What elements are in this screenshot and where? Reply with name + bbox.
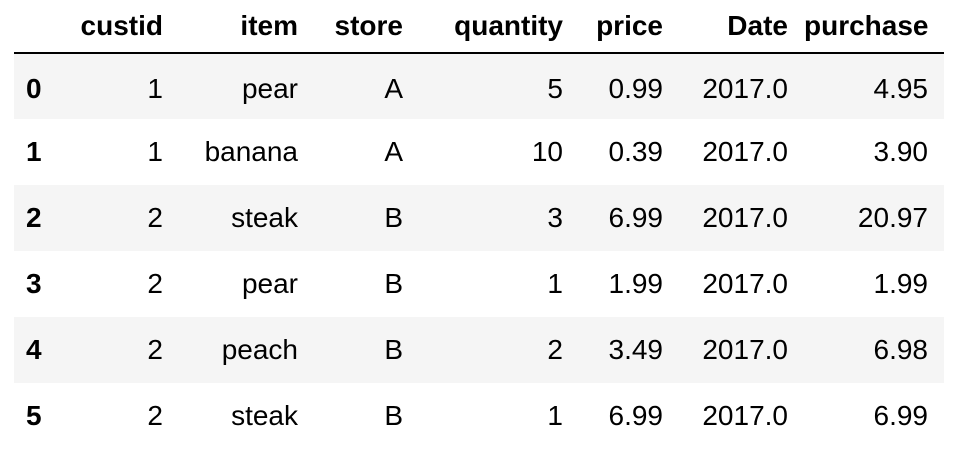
cell-price: 1.99 (608, 268, 664, 299)
cell-purchase: 3.90 (873, 136, 929, 167)
cell-custid: 2 (147, 334, 163, 365)
table-row: 0 1 pear A 5 0.99 2017.0 4.95 (14, 53, 944, 119)
column-header-item: item (179, 0, 314, 54)
table-body: 0 1 pear A 5 0.99 2017.0 4.95 1 1 banana… (14, 53, 944, 449)
cell-price: 3.49 (608, 334, 664, 365)
table-header: custid item store quantity price Date pu… (14, 0, 944, 54)
cell-quantity: 3 (547, 202, 563, 233)
cell-date: 2017.0 (702, 202, 788, 233)
cell-quantity: 1 (547, 400, 563, 431)
cell-custid: 2 (147, 268, 163, 299)
cell-item: peach (221, 334, 298, 365)
cell-price: 6.99 (608, 400, 664, 431)
row-index: 2 (26, 202, 42, 233)
table-row: 4 2 peach B 2 3.49 2017.0 6.98 (14, 317, 944, 383)
column-header-store: store (314, 0, 419, 54)
row-index: 3 (26, 268, 42, 299)
cell-price: 6.99 (608, 202, 664, 233)
cell-purchase: 1.99 (873, 268, 929, 299)
header-row: custid item store quantity price Date pu… (14, 0, 944, 54)
cell-store: A (384, 136, 403, 167)
row-index: 1 (26, 136, 42, 167)
cell-quantity: 1 (547, 268, 563, 299)
cell-quantity: 5 (547, 73, 563, 104)
dataframe-table: custid item store quantity price Date pu… (14, 0, 944, 449)
cell-item: banana (204, 136, 298, 167)
cell-purchase: 20.97 (857, 202, 928, 233)
cell-date: 2017.0 (702, 400, 788, 431)
table-row: 2 2 steak B 3 6.99 2017.0 20.97 (14, 185, 944, 251)
cell-custid: 1 (147, 136, 163, 167)
cell-date: 2017.0 (702, 136, 788, 167)
cell-quantity: 2 (547, 334, 563, 365)
table-row: 1 1 banana A 10 0.39 2017.0 3.90 (14, 119, 944, 185)
cell-purchase: 6.99 (873, 400, 929, 431)
cell-store: B (384, 202, 403, 233)
cell-date: 2017.0 (702, 73, 788, 104)
cell-price: 0.99 (608, 73, 664, 104)
cell-store: B (384, 400, 403, 431)
row-index: 4 (26, 334, 42, 365)
cell-custid: 2 (147, 400, 163, 431)
row-index: 0 (26, 73, 42, 104)
cell-store: B (384, 268, 403, 299)
cell-store: A (384, 73, 403, 104)
cell-purchase: 6.98 (873, 334, 929, 365)
dataframe-output: custid item store quantity price Date pu… (14, 0, 944, 449)
column-header-date: Date (679, 0, 804, 54)
cell-quantity: 10 (531, 136, 563, 167)
cell-date: 2017.0 (702, 334, 788, 365)
column-header-purchase: purchase (804, 0, 944, 54)
cell-custid: 2 (147, 202, 163, 233)
cell-item: steak (231, 400, 298, 431)
cell-item: pear (241, 73, 298, 104)
cell-item: steak (231, 202, 298, 233)
row-index: 5 (26, 400, 42, 431)
table-row: 5 2 steak B 1 6.99 2017.0 6.99 (14, 383, 944, 449)
cell-custid: 1 (147, 73, 163, 104)
column-header-price: price (579, 0, 679, 54)
cell-purchase: 4.95 (873, 73, 929, 104)
cell-store: B (384, 334, 403, 365)
column-header-custid: custid (74, 0, 179, 54)
cell-item: pear (241, 268, 298, 299)
cell-price: 0.39 (608, 136, 664, 167)
index-header (14, 0, 74, 54)
cell-date: 2017.0 (702, 268, 788, 299)
table-row: 3 2 pear B 1 1.99 2017.0 1.99 (14, 251, 944, 317)
column-header-quantity: quantity (419, 0, 579, 54)
